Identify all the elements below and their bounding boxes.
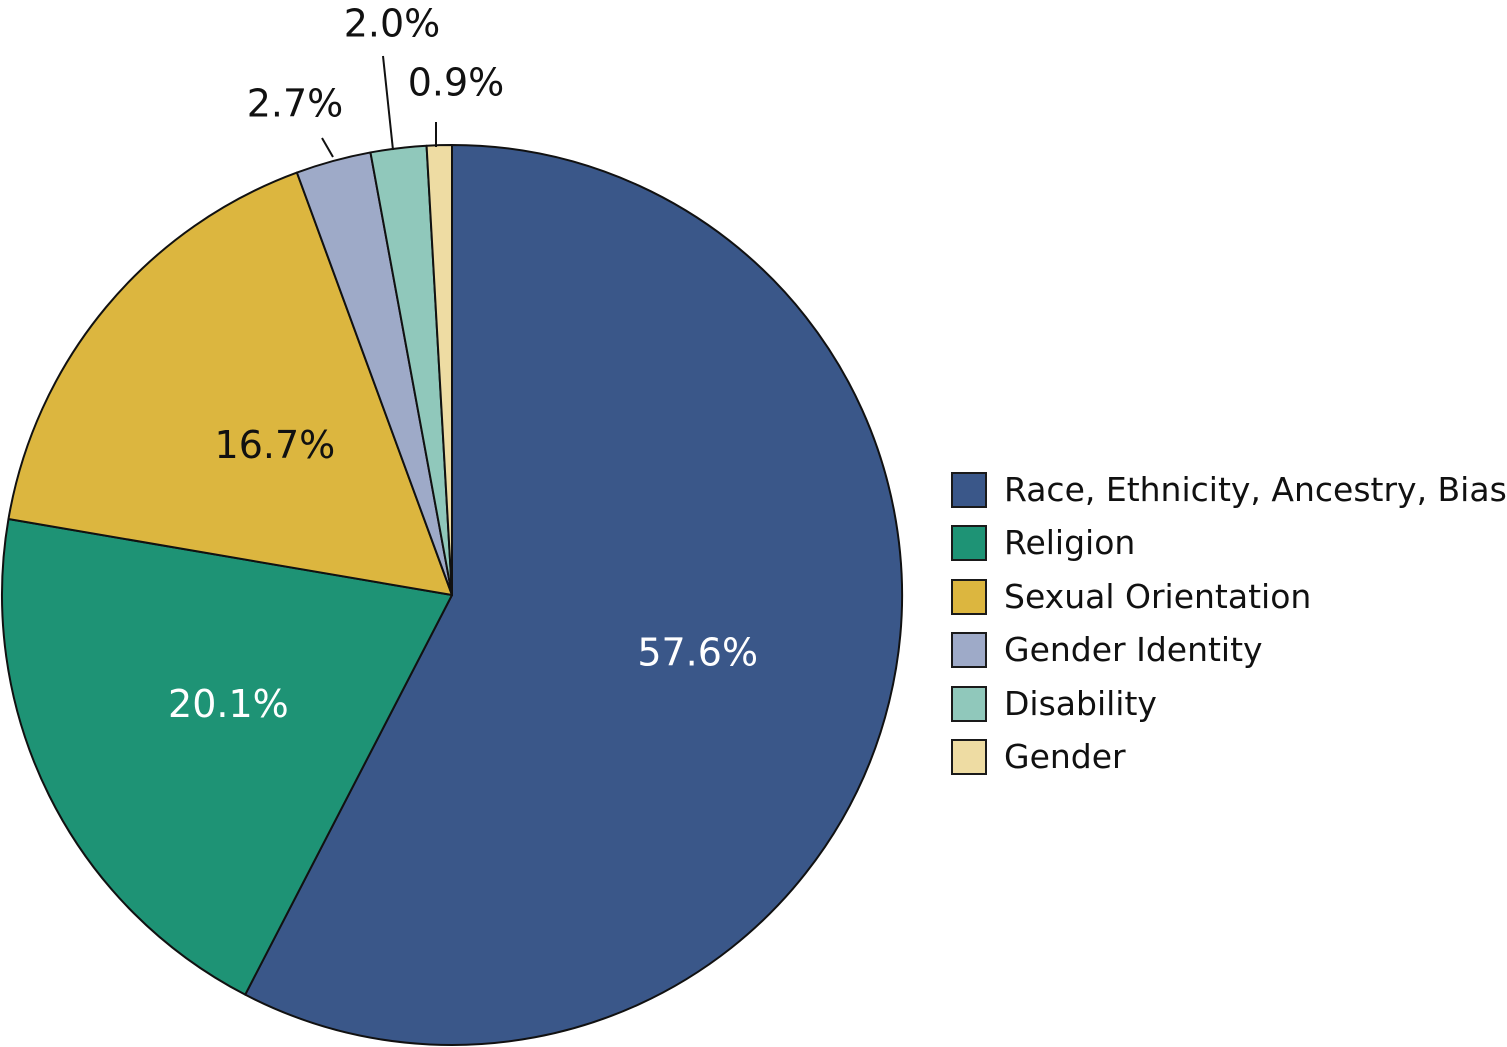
pie-slice-religion bbox=[1, 518, 453, 996]
pie-slice-race-ethnicity-ancestry-bias bbox=[244, 144, 903, 1046]
legend-swatch bbox=[951, 472, 987, 508]
legend: Race, Ethnicity, Ancestry, Bias Religion S… bbox=[951, 470, 1507, 792]
legend-label: Gender bbox=[1004, 736, 1126, 776]
leader-lines bbox=[321, 55, 437, 158]
pie-slice-gender bbox=[425, 144, 453, 596]
legend-item-gender-identity: Gender Identity bbox=[951, 630, 1507, 685]
pie-slice-sexual-orientation bbox=[7, 171, 453, 596]
legend-label: Sexual Orientation bbox=[1004, 576, 1312, 616]
legend-swatch bbox=[951, 525, 987, 562]
legend-item-sexual-orientation: Sexual Orientation bbox=[951, 576, 1507, 632]
slice-label-gender: 0.9% bbox=[408, 61, 505, 105]
slice-label-race-ethnicity-ancestry-bias: 57.6% bbox=[637, 630, 758, 674]
leader-line-disability bbox=[382, 55, 394, 151]
legend-swatch bbox=[951, 632, 987, 669]
slice-label-disability: 2.0% bbox=[344, 2, 441, 46]
legend-label: Gender Identity bbox=[1004, 630, 1263, 670]
leader-line-gender-identity bbox=[321, 137, 334, 158]
pie-slices bbox=[1, 144, 903, 1046]
slice-labels: 57.6% 20.1% 16.7% 2.7%2.0% 0.9% bbox=[168, 2, 758, 726]
legend-item-religion: Religion bbox=[951, 523, 1507, 578]
slice-label-gender-identity: 2.7% bbox=[247, 82, 344, 126]
slice-label-religion: 20.1% bbox=[168, 682, 289, 726]
legend-label: Race, Ethnicity, Ancestry, Bias bbox=[1004, 470, 1507, 509]
legend-item-race-ethnicity-ancestry-bias: Race, Ethnicity, Ancestry, Bias bbox=[951, 470, 1507, 525]
legend-item-gender: Gender bbox=[951, 736, 1507, 792]
legend-swatch bbox=[951, 578, 987, 615]
legend-label: Religion bbox=[1004, 523, 1136, 563]
legend-swatch bbox=[951, 738, 987, 775]
legend-swatch bbox=[951, 685, 987, 722]
slice-label-sexual-orientation: 16.7% bbox=[215, 423, 336, 467]
legend-label: Disability bbox=[1004, 683, 1157, 723]
legend-item-disability: Disability bbox=[951, 683, 1507, 739]
